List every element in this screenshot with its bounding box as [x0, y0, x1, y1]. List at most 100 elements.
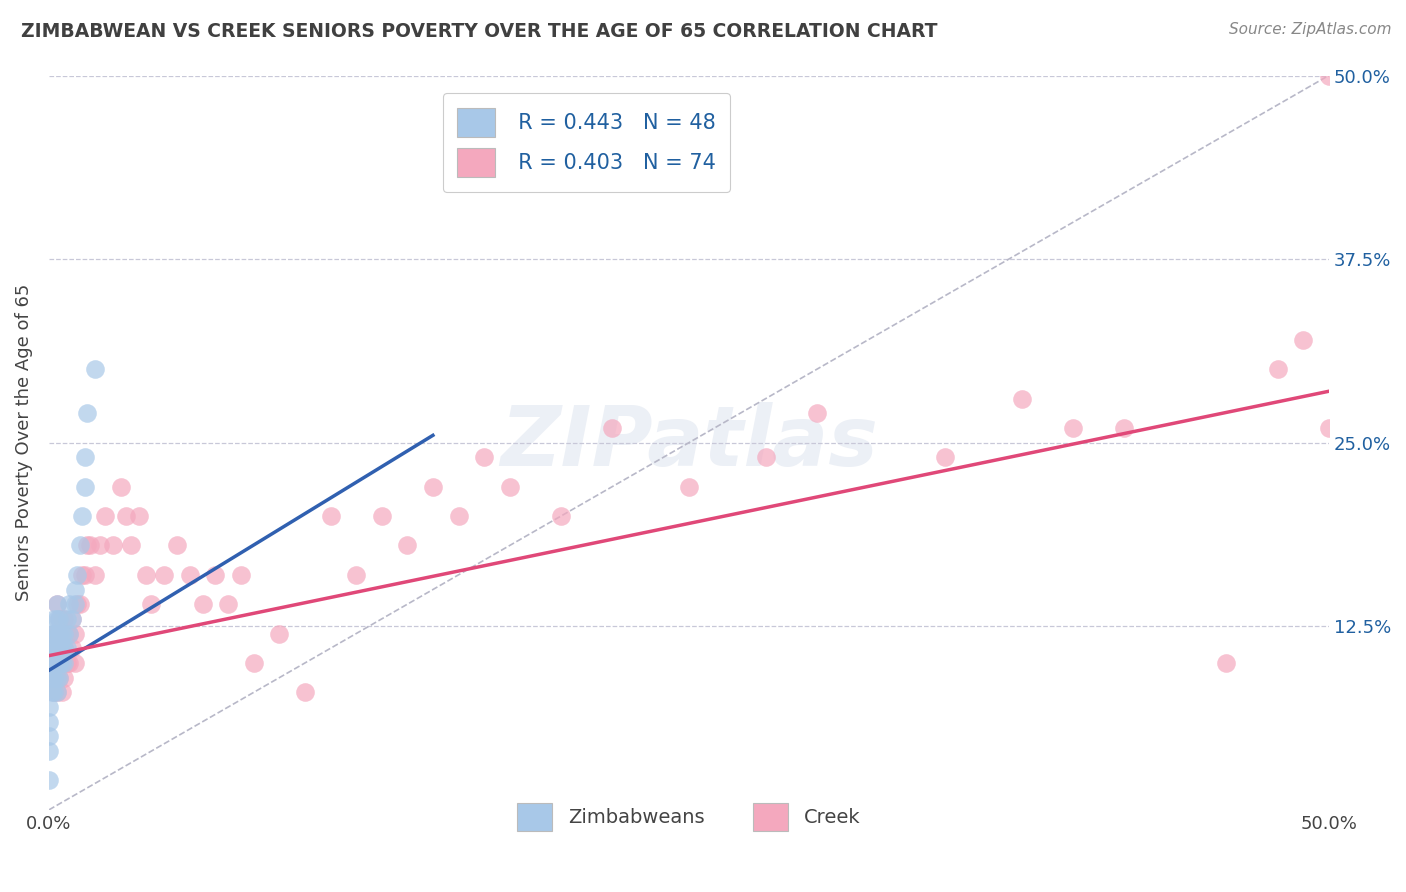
Point	[73, 480, 96, 494]
Y-axis label: Seniors Poverty Over the Age of 65: Seniors Poverty Over the Age of 65	[15, 284, 32, 601]
Point	[41, 656, 63, 670]
Point	[48, 641, 70, 656]
Point	[472, 450, 495, 465]
Point	[66, 597, 89, 611]
Point	[42, 626, 65, 640]
Point	[73, 567, 96, 582]
Point	[42, 671, 65, 685]
Point	[53, 641, 76, 656]
Point	[56, 626, 79, 640]
Point	[41, 641, 63, 656]
Point	[76, 539, 98, 553]
Point	[1112, 421, 1135, 435]
Point	[550, 509, 572, 524]
Point	[135, 567, 157, 582]
Point	[422, 480, 444, 494]
Point	[141, 597, 163, 611]
Point	[120, 539, 142, 553]
Point	[600, 421, 623, 435]
Point	[1292, 333, 1315, 347]
Point	[53, 656, 76, 670]
Point	[38, 700, 60, 714]
Point	[48, 671, 70, 685]
Point	[41, 671, 63, 685]
Point	[48, 626, 70, 640]
Point	[38, 773, 60, 788]
Legend: Zimbabweans, Creek: Zimbabweans, Creek	[503, 789, 875, 844]
Point	[42, 656, 65, 670]
Point	[79, 539, 101, 553]
Point	[319, 509, 342, 524]
Point	[1267, 362, 1289, 376]
Point	[447, 509, 470, 524]
Point	[191, 597, 214, 611]
Point	[73, 450, 96, 465]
Point	[269, 626, 291, 640]
Point	[48, 612, 70, 626]
Point	[41, 626, 63, 640]
Point	[41, 641, 63, 656]
Point	[45, 656, 67, 670]
Point	[294, 685, 316, 699]
Point	[94, 509, 117, 524]
Point	[60, 612, 83, 626]
Point	[934, 450, 956, 465]
Point	[45, 641, 67, 656]
Point	[45, 626, 67, 640]
Point	[1317, 69, 1340, 83]
Point	[499, 480, 522, 494]
Point	[101, 539, 124, 553]
Point	[48, 656, 70, 670]
Point	[84, 567, 107, 582]
Text: ZIMBABWEAN VS CREEK SENIORS POVERTY OVER THE AGE OF 65 CORRELATION CHART: ZIMBABWEAN VS CREEK SENIORS POVERTY OVER…	[21, 22, 938, 41]
Point	[63, 656, 86, 670]
Point	[69, 539, 91, 553]
Point	[66, 567, 89, 582]
Point	[42, 612, 65, 626]
Point	[48, 641, 70, 656]
Point	[1011, 392, 1033, 406]
Point	[53, 612, 76, 626]
Point	[48, 612, 70, 626]
Point	[110, 480, 132, 494]
Point	[45, 656, 67, 670]
Point	[58, 597, 80, 611]
Point	[70, 509, 93, 524]
Point	[51, 626, 73, 640]
Point	[70, 567, 93, 582]
Point	[42, 685, 65, 699]
Point	[114, 509, 136, 524]
Point	[38, 714, 60, 729]
Point	[76, 406, 98, 420]
Point	[63, 582, 86, 597]
Point	[806, 406, 828, 420]
Point	[41, 685, 63, 699]
Point	[45, 612, 67, 626]
Point	[45, 597, 67, 611]
Point	[42, 656, 65, 670]
Point	[53, 671, 76, 685]
Point	[58, 626, 80, 640]
Text: ZIPatlas: ZIPatlas	[501, 402, 877, 483]
Point	[229, 567, 252, 582]
Point	[48, 671, 70, 685]
Point	[396, 539, 419, 553]
Point	[1215, 656, 1237, 670]
Point	[755, 450, 778, 465]
Point	[51, 641, 73, 656]
Point	[678, 480, 700, 494]
Point	[1062, 421, 1084, 435]
Point	[45, 685, 67, 699]
Point	[42, 641, 65, 656]
Point	[45, 597, 67, 611]
Point	[42, 626, 65, 640]
Point	[69, 597, 91, 611]
Point	[53, 626, 76, 640]
Point	[179, 567, 201, 582]
Point	[128, 509, 150, 524]
Point	[51, 612, 73, 626]
Point	[53, 641, 76, 656]
Point	[63, 626, 86, 640]
Point	[51, 641, 73, 656]
Point	[84, 362, 107, 376]
